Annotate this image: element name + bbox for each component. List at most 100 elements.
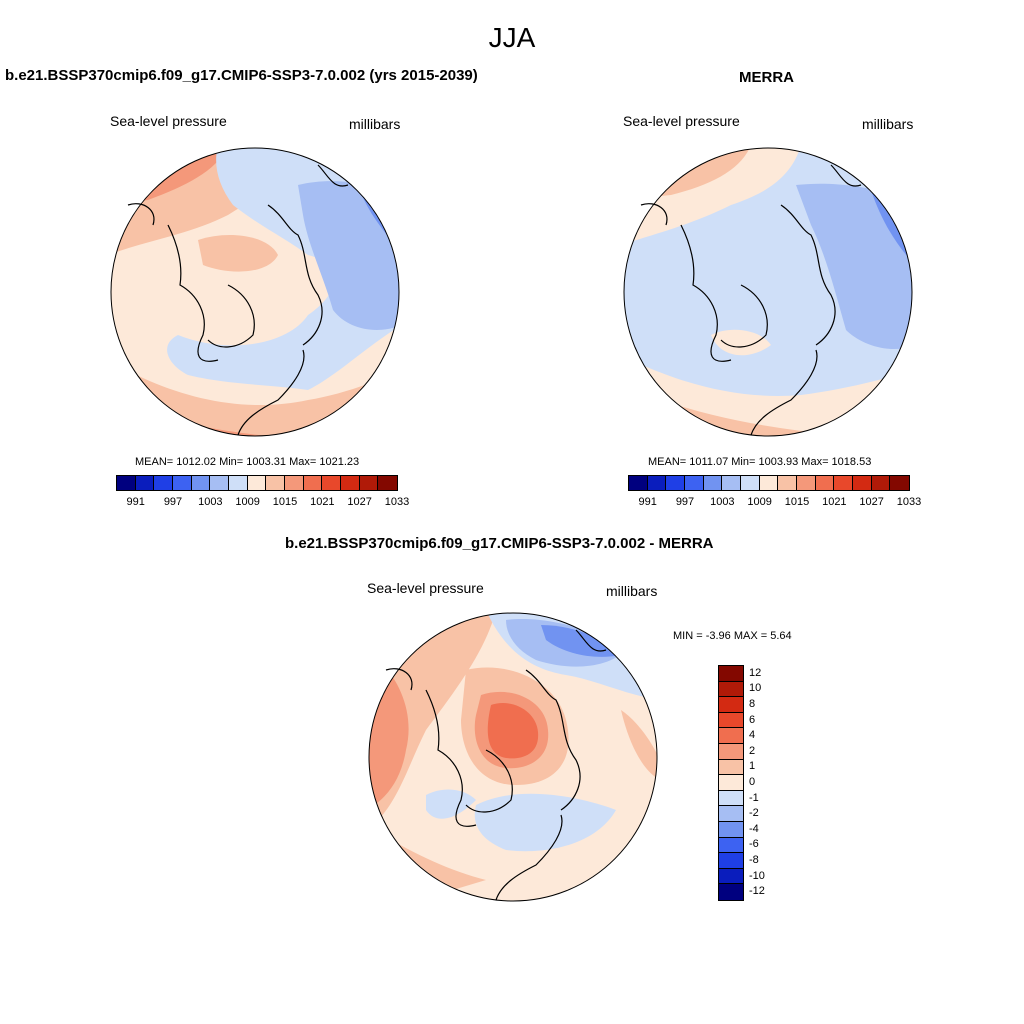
diff-panel-title: b.e21.BSSP370cmip6.f09_g17.CMIP6-SSP3-7.… [285,535,714,552]
colorbar-swatch [719,884,743,900]
colorbar-swatch [210,476,229,490]
colorbar-swatch [778,476,797,490]
colorbar-swatch [834,476,853,490]
colorbar-tick-label: 10 [749,682,762,695]
colorbar-swatch [719,712,743,729]
right-panel-title: MERRA [739,69,794,86]
colorbar-swatch [815,476,835,490]
colorbar-tick-label: 1003 [198,496,223,508]
right-colorbar [628,475,910,491]
colorbar-swatch [666,476,685,490]
colorbar-tick-label: 1015 [784,496,810,508]
colorbar-swatch [284,476,304,490]
diff-high-arctic-core [487,703,539,759]
diff-coastlines [385,629,607,901]
left-panel-title: b.e21.BSSP370cmip6.f09_g17.CMIP6-SSP3-7.… [5,67,478,84]
diff-stats: MIN = -3.96 MAX = 5.64 [673,630,792,642]
colorbar-tick-label: 12 [749,666,762,679]
colorbar-tick-label: 0 [749,776,756,788]
colorbar-swatch [172,476,192,490]
colorbar-swatch [719,666,743,682]
colorbar-tick-label: 991 [126,496,145,508]
colorbar-swatch [154,476,173,490]
colorbar-tick-label: 991 [638,496,657,508]
colorbar-swatch [719,743,743,760]
main-title: JJA [488,22,536,53]
right-coastlines [640,164,862,436]
colorbar-tick-label: 4 [749,729,756,742]
diff-low-north-core [541,625,621,657]
colorbar-swatch [228,476,248,490]
colorbar-swatch [719,853,743,869]
colorbar-tick-label: 6 [749,713,756,726]
right-variable-label: Sea-level pressure [623,113,740,129]
colorbar-swatch [890,476,909,490]
colorbar-tick-label: -4 [749,822,759,835]
right-colorbar-labels: 991 997 1003 1009 1015 1021 1027 1033 [628,496,921,510]
colorbar-swatch [852,476,872,490]
colorbar-swatch [322,476,341,490]
colorbar-swatch [719,697,743,713]
colorbar-tick-label: -2 [749,807,759,820]
colorbar-tick-label: 1021 [310,496,335,508]
left-coastlines [127,164,349,436]
colorbar-swatch [629,476,648,490]
colorbar-swatch [266,476,285,490]
colorbar-swatch [719,681,743,698]
colorbar-swatch [359,476,379,490]
colorbar-tick-label: 8 [749,698,756,710]
left-stats: MEAN= 1012.02 Min= 1003.31 Max= 1021.23 [135,456,360,468]
colorbar-swatch [247,476,267,490]
right-high-greenland [711,329,771,356]
colorbar-tick-label: -1 [749,791,759,804]
colorbar-tick-label: 1033 [896,496,922,508]
colorbar-tick-label: 1009 [747,496,772,508]
left-polar-map [110,147,400,437]
colorbar-tick-label: 1033 [384,496,410,508]
colorbar-swatch [759,476,779,490]
colorbar-tick-label: 997 [675,496,695,508]
colorbar-swatch [719,821,743,838]
colorbar-swatch [117,476,136,490]
colorbar-swatch [719,759,743,776]
colorbar-tick-label: 1 [749,760,756,773]
diff-units-label: millibars [606,583,658,599]
colorbar-tick-label: 1027 [859,496,884,508]
colorbar-tick-label: -8 [749,854,759,866]
diff-low-south [474,793,616,852]
colorbar-swatch [684,476,704,490]
colorbar-swatch [719,837,743,854]
diff-low-greenland [426,789,476,819]
colorbar-swatch [647,476,667,490]
left-units-label: millibars [349,116,401,132]
colorbar-swatch [719,790,743,807]
diff-colorbar [718,665,744,901]
right-low-east-core [871,190,912,265]
colorbar-tick-label: 1015 [272,496,298,508]
colorbar-tick-label: 1021 [822,496,847,508]
colorbar-tick-label: -10 [749,869,765,882]
colorbar-swatch [719,775,743,791]
left-colorbar [116,475,398,491]
colorbar-swatch [703,476,723,490]
colorbar-swatch [719,806,743,822]
colorbar-swatch [303,476,323,490]
colorbar-tick-label: 1027 [347,496,372,508]
colorbar-tick-label: 2 [749,744,756,757]
diff-variable-label: Sea-level pressure [367,580,484,596]
right-units-label: millibars [862,116,914,132]
right-polar-map [623,147,913,437]
colorbar-tick-label: 1009 [235,496,260,508]
diff-high-east [621,710,657,780]
colorbar-tick-label: -6 [749,838,759,851]
colorbar-swatch [340,476,360,490]
colorbar-swatch [871,476,891,490]
diff-polar-map [368,612,658,902]
colorbar-swatch [796,476,816,490]
colorbar-swatch [719,868,743,885]
colorbar-swatch [135,476,155,490]
colorbar-tick-label: 1003 [710,496,735,508]
colorbar-swatch [719,728,743,744]
colorbar-swatch [378,476,397,490]
diff-colorbar-labels: 12 10 8 6 4 2 1 0 -1 -2 -4 -6 -8 -10 -12 [749,665,779,899]
